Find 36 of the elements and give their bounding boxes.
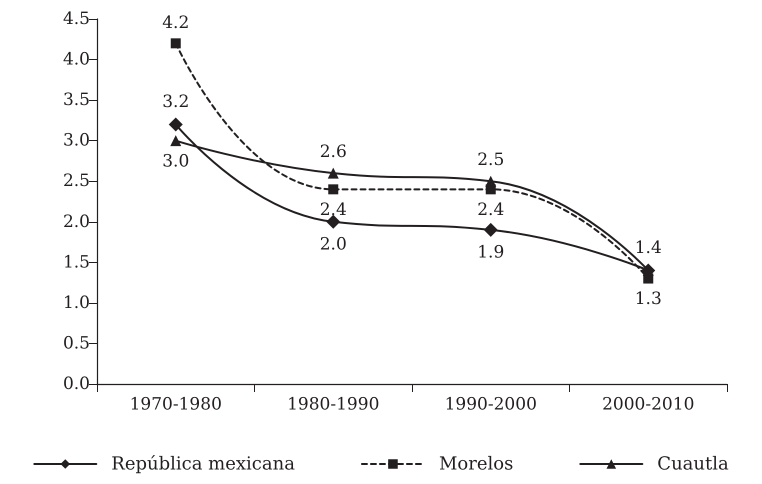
legend-label: República mexicana	[111, 454, 296, 474]
data-label: 2.4	[320, 200, 347, 220]
y-tick-label: 0.5	[62, 333, 90, 354]
data-label: 2.0	[320, 234, 347, 254]
data-label: 4.2	[162, 12, 190, 33]
x-tick-label: 1990-2000	[444, 394, 537, 414]
y-tick-label: 4.5	[62, 9, 90, 29]
point	[170, 135, 182, 146]
x-tick-label: 2000-2010	[602, 394, 694, 414]
point	[484, 222, 498, 237]
y-tick-label: 2.0	[62, 212, 90, 232]
x-tick-label: 1970-1980	[130, 394, 222, 414]
y-tick-label: 3.5	[62, 90, 90, 110]
data-label: 1.9	[477, 242, 504, 262]
x-tick-label: 1980-1990	[287, 394, 380, 414]
data-label: 3.2	[162, 92, 190, 112]
data-label: 3.0	[162, 152, 190, 172]
y-tick-label: 2.5	[62, 171, 90, 192]
legend-label: Cuautla	[657, 454, 729, 474]
point	[328, 168, 339, 179]
data-label: 1.3	[634, 289, 662, 310]
legend-label: Morelos	[438, 454, 514, 474]
y-tick-label: 4.0	[62, 50, 90, 70]
data-label: 1.4	[634, 238, 662, 258]
point	[168, 117, 183, 132]
y-tick-label: 1.0	[62, 292, 90, 313]
point	[170, 38, 181, 48]
y-tick-label: 0.0	[62, 374, 90, 394]
y-tick-label: 1.5	[62, 252, 90, 272]
data-label: 2.5	[477, 150, 504, 170]
point	[486, 184, 496, 194]
point	[328, 184, 338, 194]
y-tick-label: 3.0	[62, 130, 90, 151]
data-label: 2.4	[477, 200, 504, 220]
point	[326, 214, 340, 229]
data-label: 2.6	[320, 142, 347, 162]
